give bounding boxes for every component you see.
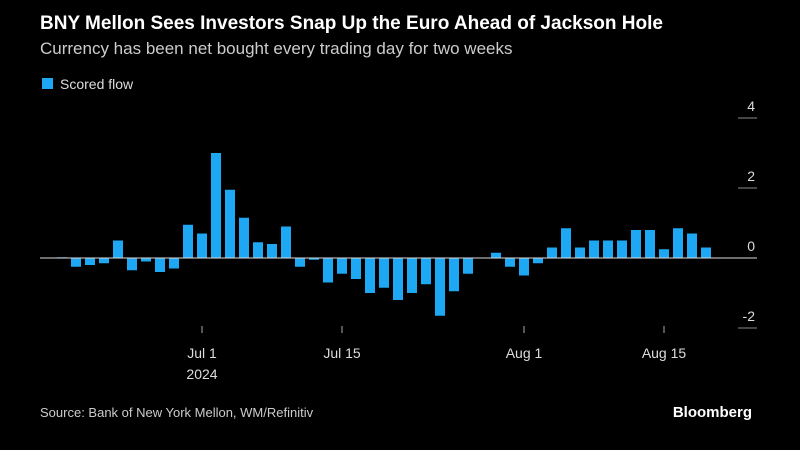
bar bbox=[197, 233, 207, 258]
bar bbox=[393, 258, 403, 300]
bar bbox=[701, 247, 711, 258]
x-tick-label: Aug 1 bbox=[506, 345, 543, 361]
bar bbox=[71, 258, 81, 267]
x-tick-label: Jul 1 bbox=[187, 345, 217, 361]
bar bbox=[673, 228, 683, 258]
bar bbox=[141, 258, 151, 262]
y-tick-label: -2 bbox=[743, 308, 756, 324]
bar bbox=[295, 258, 305, 267]
brand: Bloomberg bbox=[673, 404, 752, 421]
bar bbox=[155, 258, 165, 272]
y-tick-label: 4 bbox=[747, 98, 755, 114]
bar bbox=[421, 258, 431, 285]
chart-subtitle: Currency has been net bought every tradi… bbox=[40, 39, 513, 58]
bar bbox=[533, 258, 543, 264]
bar bbox=[407, 258, 417, 293]
bar bbox=[505, 258, 515, 267]
bar bbox=[211, 153, 221, 258]
bar bbox=[617, 240, 627, 258]
bar bbox=[491, 252, 501, 258]
bar bbox=[351, 258, 361, 279]
bar bbox=[561, 228, 571, 258]
bar bbox=[631, 230, 641, 258]
bar bbox=[463, 258, 473, 274]
chart-title: BNY Mellon Sees Investors Snap Up the Eu… bbox=[40, 13, 663, 34]
bar bbox=[645, 230, 655, 258]
bar bbox=[323, 258, 333, 283]
legend-label: Scored flow bbox=[60, 76, 134, 92]
x-tick-label: Aug 15 bbox=[642, 345, 687, 361]
bar bbox=[603, 240, 613, 258]
bar bbox=[435, 258, 445, 316]
y-tick-label: 2 bbox=[747, 168, 755, 184]
bar bbox=[225, 189, 235, 258]
bar bbox=[449, 258, 459, 292]
bar bbox=[575, 247, 585, 258]
bar bbox=[113, 240, 123, 258]
bar bbox=[127, 258, 137, 271]
bar bbox=[253, 242, 263, 258]
bar bbox=[589, 240, 599, 258]
bar bbox=[239, 217, 249, 258]
bar bbox=[183, 224, 193, 258]
bar bbox=[281, 226, 291, 258]
bar bbox=[519, 258, 529, 276]
bar bbox=[379, 258, 389, 288]
bar bbox=[365, 258, 375, 293]
x-tick-label: Jul 15 bbox=[323, 345, 361, 361]
bar bbox=[267, 244, 277, 258]
bar bbox=[99, 258, 109, 264]
bar bbox=[659, 249, 669, 258]
y-tick-label: 0 bbox=[747, 238, 755, 254]
legend-swatch bbox=[42, 78, 53, 89]
bar bbox=[337, 258, 347, 274]
x-year-label: 2024 bbox=[186, 366, 217, 382]
bar bbox=[687, 233, 697, 258]
bar bbox=[169, 258, 179, 269]
bar bbox=[309, 258, 319, 260]
bar bbox=[547, 247, 557, 258]
bar bbox=[85, 258, 95, 265]
source: Source: Bank of New York Mellon, WM/Refi… bbox=[40, 405, 314, 420]
